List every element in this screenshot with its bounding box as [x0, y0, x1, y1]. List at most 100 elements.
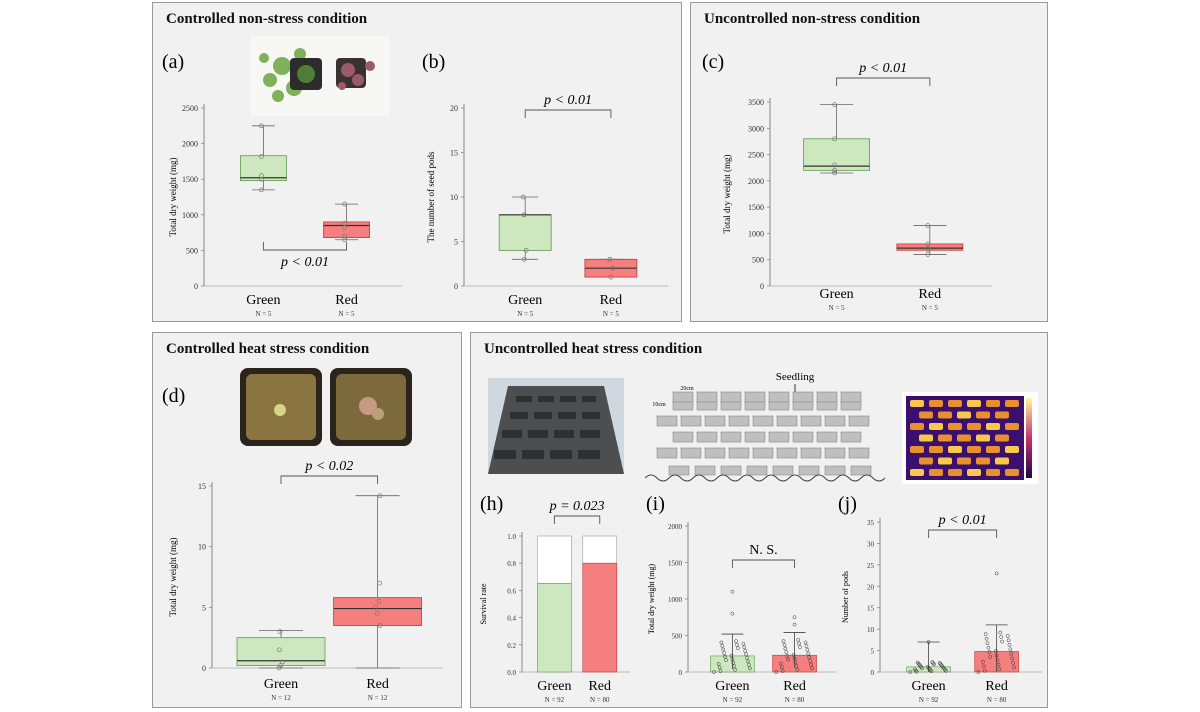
data-point: [993, 649, 998, 653]
n-label: N = 92: [723, 696, 743, 704]
brick: [656, 415, 678, 427]
data-point: [342, 233, 347, 239]
data-point: [984, 636, 989, 641]
data-point: [377, 580, 382, 586]
brick: [728, 447, 750, 459]
data-point: [981, 659, 985, 664]
data-point: [1009, 652, 1014, 656]
data-point: [741, 641, 746, 646]
data-point: [716, 662, 721, 666]
y-tick-label: 0.2: [507, 642, 516, 650]
data-point: [342, 201, 347, 207]
outlier-point: [926, 640, 931, 644]
data-point: [732, 664, 737, 669]
data-point: [792, 656, 797, 661]
panel-label: (h): [480, 493, 503, 515]
data-point: [774, 670, 779, 674]
data-point: [721, 647, 726, 652]
data-point: [925, 664, 930, 669]
brick: [752, 415, 774, 427]
y-axis-label: Total dry weight (mg): [168, 537, 178, 616]
significance-label: p < 0.02: [304, 459, 353, 474]
data-point: [832, 102, 837, 107]
y-axis-label: Total dry weight (mg): [647, 564, 656, 635]
brick: [720, 391, 742, 403]
category-label: Red: [985, 679, 1008, 694]
data-point: [942, 666, 947, 671]
panel-label: (j): [838, 493, 857, 515]
bar-remainder: [537, 535, 572, 584]
brick: [744, 431, 766, 443]
data-point: [996, 662, 1001, 667]
panel-label: (d): [162, 385, 185, 407]
data-point: [994, 653, 999, 658]
brick: [792, 431, 814, 443]
brick: [704, 415, 726, 427]
y-tick-label: 20: [450, 104, 458, 113]
data-point: [928, 668, 933, 672]
data-point: [520, 194, 526, 200]
plant-photo-a: [250, 36, 390, 116]
data-point: [832, 167, 837, 173]
brick: [694, 465, 716, 476]
data-point: [259, 154, 264, 159]
y-axis-label: The number of seed pods: [426, 151, 436, 242]
brick: [656, 447, 678, 459]
data-point: [983, 632, 988, 636]
data-point: [937, 661, 942, 665]
data-point: [277, 629, 283, 634]
data-point: [1010, 656, 1015, 661]
thermal-hot-spot: [967, 446, 981, 453]
data-point: [786, 657, 790, 662]
brick: [672, 431, 694, 443]
significance-bracket: [553, 515, 601, 524]
data-point: [742, 645, 747, 650]
data-point: [785, 654, 790, 658]
thermal-hot-spot: [919, 457, 933, 465]
data-point: [608, 274, 614, 280]
data-point: [803, 640, 808, 645]
significance-label: p < 0.01: [938, 513, 987, 528]
thermal-hot-spot: [938, 411, 952, 419]
y-axis-label: Survival rate: [479, 583, 488, 625]
data-point: [920, 666, 925, 671]
data-point: [981, 664, 986, 669]
data-point: [778, 661, 783, 666]
category-label: Green: [819, 287, 853, 302]
n-label: N = 12: [368, 694, 388, 702]
category-label: Red: [783, 679, 806, 694]
data-point: [927, 667, 932, 671]
thermal-hot-spot: [929, 400, 943, 407]
significance-bracket: [731, 559, 796, 568]
section-title-uncontrolled-heat-stress: Uncontrolled heat stress condition: [484, 341, 703, 357]
y-tick-label: 1000: [182, 211, 198, 220]
thermal-hot-spot: [938, 434, 952, 442]
y-tick-label: 500: [672, 633, 683, 641]
y-tick-label: 10: [450, 193, 458, 202]
thermal-hot-spot: [938, 457, 952, 465]
chart-j: 0 5 10 15 20 25 30 35 Number of pods (j) Green N = …: [838, 493, 1042, 704]
thermal-hot-spot: [919, 411, 933, 419]
data-point: [521, 212, 527, 218]
significance-bracket: [524, 109, 612, 118]
y-tick-label: 15: [867, 605, 875, 613]
outlier-point: [792, 622, 797, 627]
box: [240, 155, 287, 182]
outlier-point: [730, 589, 735, 594]
data-point: [832, 170, 837, 176]
data-point: [1007, 642, 1012, 647]
data-point: [1006, 638, 1011, 643]
data-point: [914, 669, 919, 674]
thermal-hot-spot: [948, 400, 962, 407]
data-point: [724, 658, 728, 662]
data-point: [832, 162, 837, 168]
data-point: [987, 650, 992, 655]
y-tick-label: 1500: [668, 560, 683, 568]
data-point: [808, 659, 812, 663]
brick: [824, 465, 846, 476]
data-point: [729, 653, 734, 658]
box: [498, 214, 552, 251]
brick: [776, 447, 798, 459]
y-axis-label: Total dry weight (mg): [722, 154, 732, 233]
data-point: [733, 667, 738, 672]
